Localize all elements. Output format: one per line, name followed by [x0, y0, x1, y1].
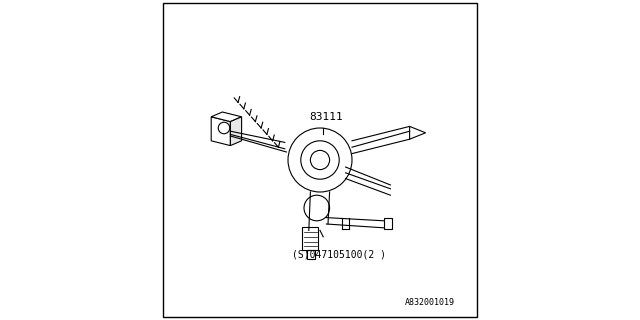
Polygon shape: [230, 117, 242, 146]
Text: A832001019: A832001019: [404, 298, 454, 307]
Polygon shape: [211, 112, 242, 122]
Bar: [307, 250, 316, 259]
Text: (S)047105100(2 ): (S)047105100(2 ): [292, 250, 386, 260]
Polygon shape: [410, 126, 426, 139]
Bar: [302, 227, 319, 250]
Bar: [384, 218, 392, 229]
Text: 83111: 83111: [310, 112, 343, 122]
Polygon shape: [211, 117, 230, 146]
